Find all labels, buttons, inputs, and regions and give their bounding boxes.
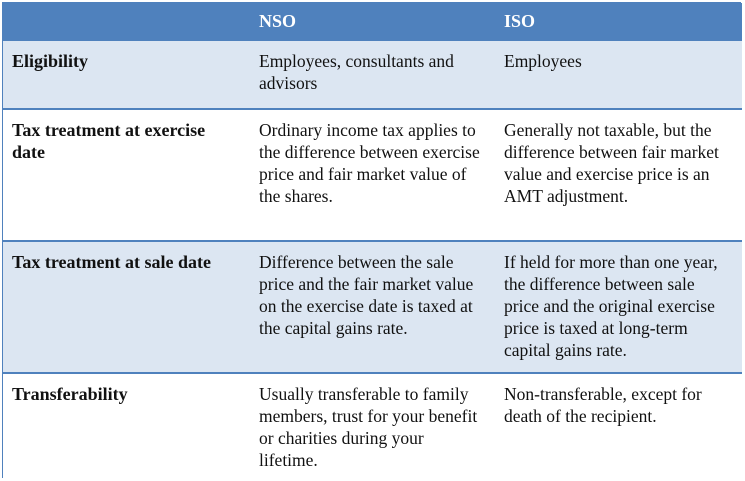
table-row: Transferability Usually transferable to … xyxy=(3,372,742,481)
table-row: Tax treatment at exercise date Ordinary … xyxy=(3,108,742,241)
row-label-transferability: Transferability xyxy=(3,372,250,481)
nso-iso-table: NSO ISO Eligibility Employees, consultan… xyxy=(3,3,742,481)
cell-nso-exercise: Ordinary income tax applies to the diffe… xyxy=(250,108,495,241)
header-nso: NSO xyxy=(250,3,495,40)
row-label-sale: Tax treatment at sale date xyxy=(3,240,250,373)
cell-nso-eligibility: Employees, consultants and advisors xyxy=(250,39,495,109)
cell-iso-eligibility: Employees xyxy=(495,39,742,109)
cell-iso-exercise: Generally not taxable, but the differenc… xyxy=(495,108,742,241)
row-label-eligibility: Eligibility xyxy=(3,39,250,109)
cell-iso-sale: If held for more than one year, the diff… xyxy=(495,240,742,373)
cell-nso-transferability: Usually transferable to family members, … xyxy=(250,372,495,481)
row-label-exercise: Tax treatment at exercise date xyxy=(3,108,250,241)
table-row: Tax treatment at sale date Difference be… xyxy=(3,240,742,373)
header-row: NSO ISO xyxy=(3,3,742,40)
table-row: Eligibility Employees, consultants and a… xyxy=(3,39,742,109)
header-empty xyxy=(3,3,250,40)
cell-nso-sale: Difference between the sale price and th… xyxy=(250,240,495,373)
cell-iso-transferability: Non-transferable, except for death of th… xyxy=(495,372,742,481)
header-iso: ISO xyxy=(495,3,742,40)
